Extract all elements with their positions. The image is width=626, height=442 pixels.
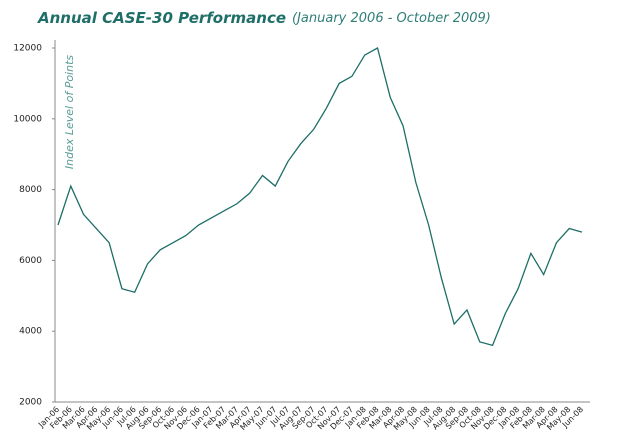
chart-title: Annual CASE-30 Performance (January 2006 … xyxy=(37,9,491,27)
y-tick-label: 12000 xyxy=(13,44,42,54)
y-axis-label: Index Level of Points xyxy=(63,55,76,170)
y-tick-label: 8000 xyxy=(19,185,42,195)
subtitle: (January 2006 - October 2009) xyxy=(292,11,491,26)
title: Annual CASE-30 Performance xyxy=(37,9,286,27)
y-tick-label: 4000 xyxy=(19,327,42,337)
y-tick-label: 2000 xyxy=(19,398,42,408)
line xyxy=(57,47,583,347)
y-tick-label: 6000 xyxy=(19,256,42,266)
y-tick-label: 10000 xyxy=(13,114,42,124)
